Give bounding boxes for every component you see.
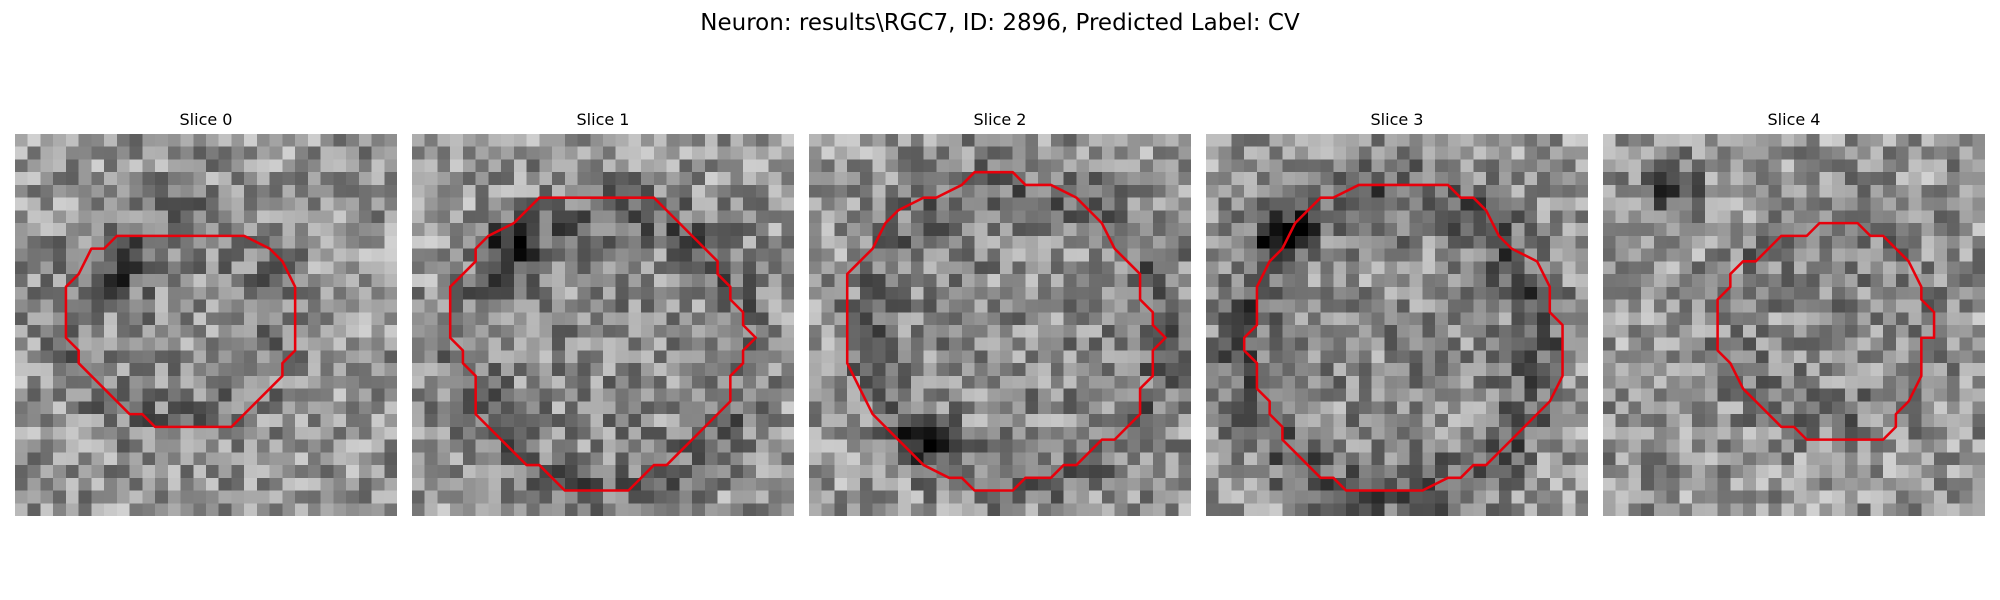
slice-panel-2: Slice 2: [809, 110, 1191, 516]
slice-title-4: Slice 4: [1603, 110, 1985, 134]
slice-title-2: Slice 2: [809, 110, 1191, 134]
slice-image-1: [412, 134, 794, 516]
pixel-grid: [412, 134, 794, 516]
slice-panel-4: Slice 4: [1603, 110, 1985, 516]
slice-panel-3: Slice 3: [1206, 110, 1588, 516]
pixel-grid: [15, 134, 397, 516]
figure-title: Neuron: results\RGC7, ID: 2896, Predicte…: [0, 10, 2000, 36]
pixel-grid: [1603, 134, 1985, 516]
slice-title-0: Slice 0: [15, 110, 397, 134]
pixel-grid: [1206, 134, 1588, 516]
slice-title-3: Slice 3: [1206, 110, 1588, 134]
slice-image-3: [1206, 134, 1588, 516]
slice-image-2: [809, 134, 1191, 516]
pixel-grid: [809, 134, 1191, 516]
slice-title-1: Slice 1: [412, 110, 794, 134]
slice-panel-0: Slice 0: [15, 110, 397, 516]
slice-panel-1: Slice 1: [412, 110, 794, 516]
slice-image-4: [1603, 134, 1985, 516]
slice-image-0: [15, 134, 397, 516]
